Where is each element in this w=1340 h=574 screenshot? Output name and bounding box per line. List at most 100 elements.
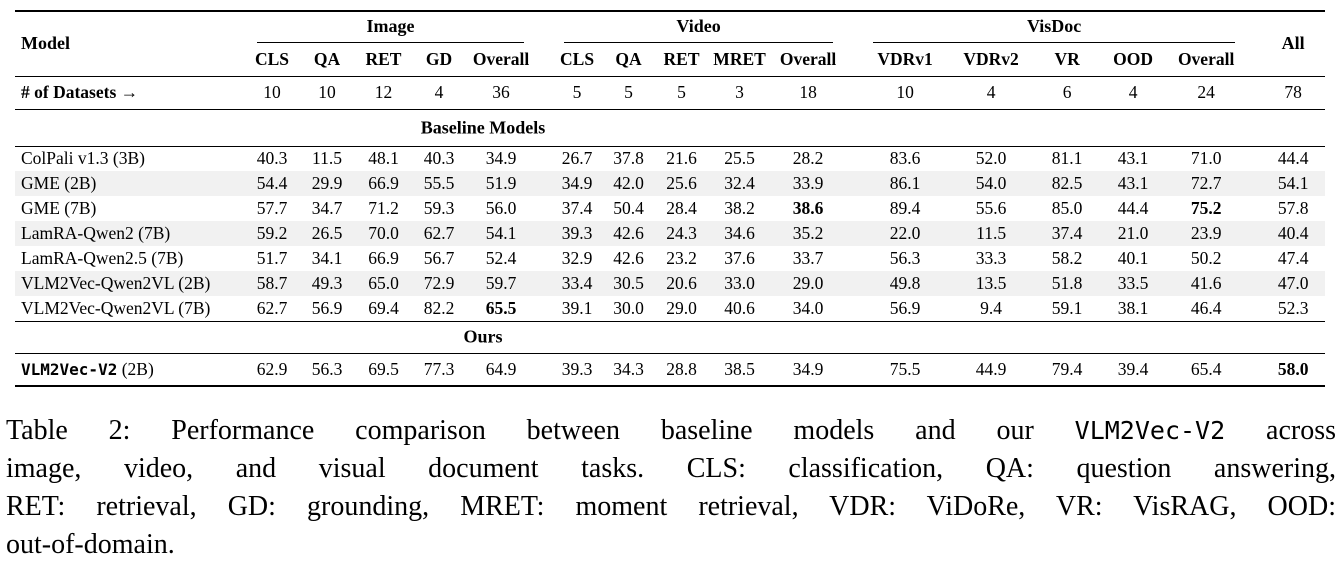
score-cell: 79.4 <box>1033 353 1102 387</box>
score-cell: 50.4 <box>613 198 644 218</box>
score-cell: 33.4 <box>552 271 603 296</box>
score-cell: 55.5 <box>412 171 466 196</box>
score-cell: 54.1 <box>466 221 537 246</box>
datasets-count: 10 <box>245 76 299 110</box>
model-name: GME (2B) <box>15 171 245 196</box>
score-cell: 9.4 <box>980 297 1003 318</box>
column-spacer <box>845 76 862 110</box>
column-spacer <box>1247 246 1261 271</box>
column-spacer <box>536 296 552 321</box>
datasets-count: 6 <box>1033 76 1102 110</box>
score-cell: 33.0 <box>708 271 772 296</box>
section-row: Baseline Models <box>15 108 1326 147</box>
caption-text: image, video, and visual document tasks.… <box>6 453 1336 484</box>
score-cell: 81.1 <box>1051 148 1083 169</box>
score-cell: 54.0 <box>949 171 1034 196</box>
score-cell: 22.0 <box>861 221 950 246</box>
score-cell: 39.3 <box>552 353 603 387</box>
caption-line: out-of-domain. <box>6 526 1336 564</box>
score-cell: 65.5 <box>485 297 517 318</box>
datasets-count: 10 <box>299 76 355 110</box>
model-row: VLM2Vec-V2 (2B) 62.9 56.3 69.5 77.3 64.9 39.3 3… <box>15 353 1326 387</box>
column-spacer <box>536 196 552 221</box>
datasets-row: # of Datasets → 10 10 12 4 36 5 5 5 3 18 10 4 6 4 24 78 <box>15 76 1326 110</box>
score-cell: 85.0 <box>1051 198 1083 218</box>
score-cell: 40.6 <box>724 297 755 318</box>
header-group-row: Model Image Video VisDoc All <box>15 11 1326 77</box>
score-cell: 58.7 <box>245 271 299 296</box>
score-cell: 20.6 <box>655 271 709 296</box>
score-cell: 25.5 <box>724 148 755 169</box>
column-spacer <box>845 353 862 387</box>
column-spacer <box>1247 76 1262 110</box>
model-row: VLM2Vec-Qwen2VL (7B) 62.7 56.9 69.4 82.2 65.5… <box>15 296 1325 321</box>
column-spacer <box>536 271 553 296</box>
column-header-gd: GD <box>412 43 466 77</box>
score-cell: 82.2 <box>423 297 455 318</box>
score-cell: 33.5 <box>1101 271 1166 296</box>
score-cell: 44.4 <box>1277 148 1309 169</box>
score-cell: 56.3 <box>889 248 921 268</box>
score-cell: 34.9 <box>771 353 846 387</box>
all-column-header: All <box>1261 11 1326 77</box>
score-cell: 40.4 <box>1261 221 1326 246</box>
score-cell: 69.5 <box>355 353 412 387</box>
column-spacer <box>1247 146 1261 171</box>
score-cell: 47.4 <box>1277 248 1309 268</box>
datasets-count: 10 <box>861 76 950 110</box>
model-row: LamRA-Qwen2.5 (7B) 51.7 34.1 66.9 56.7 52.4 32… <box>15 246 1325 271</box>
score-cell: 33.3 <box>975 248 1007 268</box>
score-cell: 38.5 <box>708 353 772 387</box>
column-header-mret: MRET <box>708 43 772 77</box>
score-cell: 34.9 <box>552 171 603 196</box>
column-spacer <box>536 146 552 171</box>
score-cell: 42.0 <box>602 171 656 196</box>
group-header-visdoc: VisDoc <box>861 11 1247 43</box>
score-cell: 38.6 <box>792 198 824 218</box>
datasets-label: # of Datasets → <box>15 76 245 110</box>
model-name: VLM2Vec-Qwen2VL (2B) <box>15 271 245 296</box>
score-cell: 47.0 <box>1261 271 1326 296</box>
score-cell: 25.6 <box>655 171 709 196</box>
column-spacer <box>1247 296 1261 321</box>
section-cell: Baseline Models <box>15 108 1326 147</box>
model-column-header: Model <box>15 11 245 77</box>
section-title: Ours <box>463 326 503 347</box>
score-cell: 54.1 <box>1261 171 1326 196</box>
score-cell: 33.7 <box>792 248 824 268</box>
score-cell: 48.1 <box>368 148 399 169</box>
score-cell: 39.3 <box>552 221 603 246</box>
model-row: GME (2B) 54.4 29.9 66.9 55.5 51.9 34.9 42.0 25.6… <box>15 171 1326 196</box>
score-cell: 11.5 <box>312 148 342 169</box>
score-cell: 40.1 <box>1117 248 1149 268</box>
score-cell: 39.1 <box>561 297 593 318</box>
score-cell: 29.0 <box>771 271 846 296</box>
score-cell: 38.2 <box>724 198 755 218</box>
score-cell: 69.4 <box>368 297 399 318</box>
score-cell: 32.9 <box>561 248 593 268</box>
model-row: VLM2Vec-Qwen2VL (2B) 58.7 49.3 65.0 72.9 59.7… <box>15 271 1326 296</box>
column-spacer <box>1247 271 1262 296</box>
score-cell: 42.6 <box>613 248 644 268</box>
score-cell: 52.4 <box>485 248 517 268</box>
score-cell: 46.4 <box>1190 297 1222 318</box>
score-cell: 57.7 <box>256 198 288 218</box>
score-cell: 28.8 <box>655 353 709 387</box>
score-cell: 86.1 <box>861 171 950 196</box>
score-cell: 21.0 <box>1101 221 1166 246</box>
column-header-qa: QA <box>299 43 355 77</box>
model-name: LamRA-Qwen2 (7B) <box>15 221 245 246</box>
column-spacer <box>536 76 553 110</box>
score-cell: 34.3 <box>602 353 656 387</box>
column-spacer <box>536 246 552 271</box>
group-label: Video <box>564 16 834 43</box>
model-row: ColPali v1.3 (3B) 40.3 11.5 48.1 40.3 34.9 26.… <box>15 146 1325 171</box>
score-cell: 62.9 <box>245 353 299 387</box>
column-spacer <box>536 353 553 387</box>
score-cell: 59.3 <box>423 198 455 218</box>
table-body: # of Datasets → 10 10 12 4 36 5 5 5 3 18 10 4 6 4 24 78 B… <box>15 76 1326 387</box>
column-spacer <box>845 221 862 246</box>
datasets-count: 5 <box>602 76 656 110</box>
score-cell: 64.9 <box>466 353 537 387</box>
